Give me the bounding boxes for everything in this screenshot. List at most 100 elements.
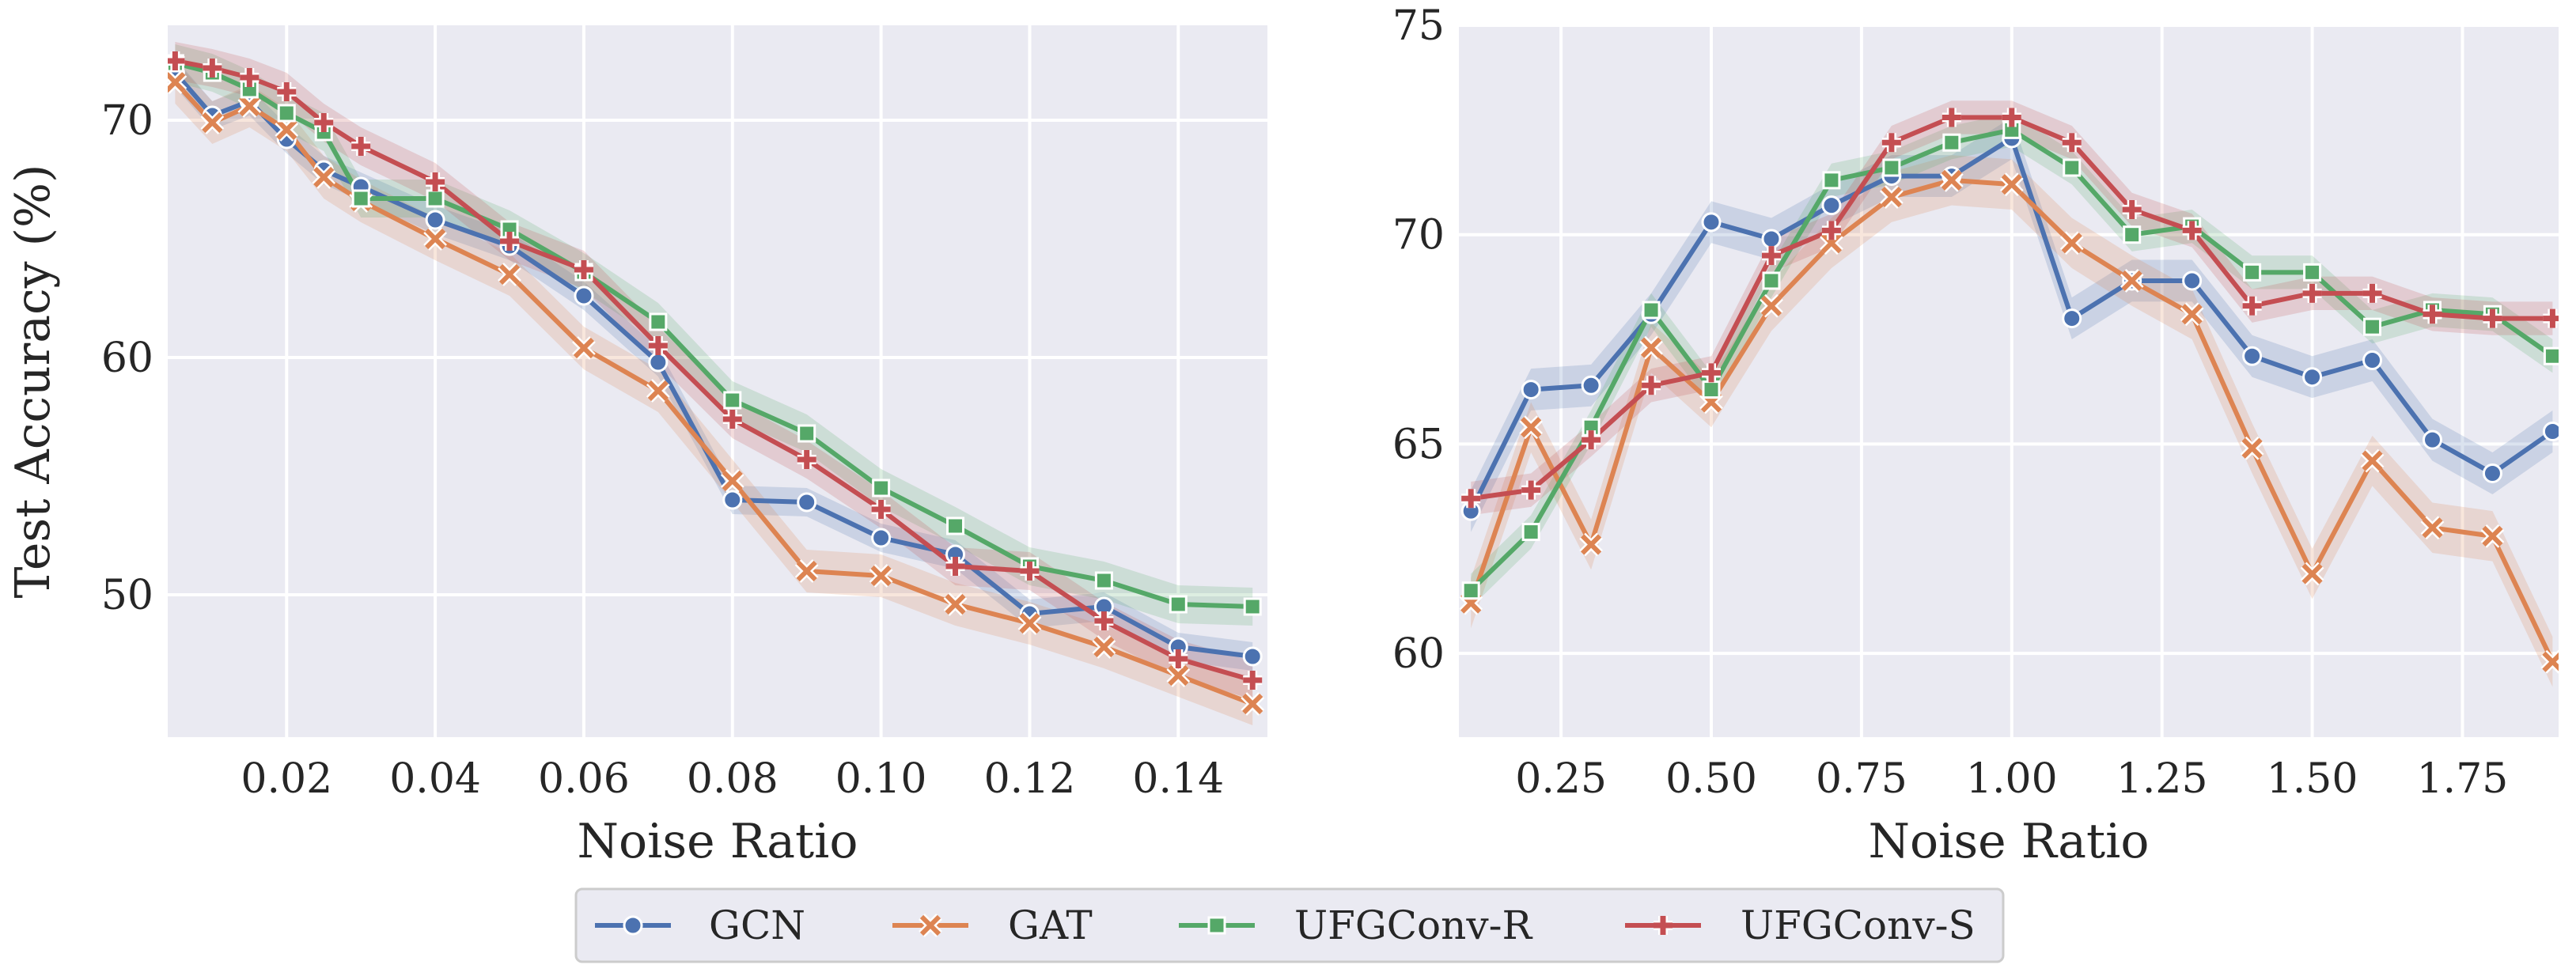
- point-1-UFGConv-R-10: [2063, 158, 2082, 177]
- point-1-UFGConv-R-11: [2123, 225, 2142, 244]
- point-1-UFGConv-R-6: [1822, 171, 1841, 190]
- point-0-UFGConv-S-3: [277, 82, 297, 101]
- point-0-UFGConv-R-11: [797, 424, 816, 443]
- point-1-UFGConv-S-2: [1582, 430, 1601, 450]
- point-1-GAT-3: [1639, 335, 1663, 360]
- point-1-GCN-1: [1521, 380, 1541, 400]
- point-1-GCN-15: [2362, 350, 2383, 371]
- point-0-UFGConv-S-6: [426, 172, 445, 191]
- legend-label-GCN: GCN: [709, 902, 805, 948]
- legend-item-UFGConv-S: UFGConv-S: [1625, 902, 1976, 948]
- point-1-GAT-6: [1820, 231, 1843, 255]
- legend-label-UFGConv-S: UFGConv-S: [1741, 902, 1976, 948]
- y-tick-label-1-1: 65: [1392, 421, 1445, 468]
- point-1-UFGConv-R-15: [2363, 317, 2382, 336]
- point-0-UFGConv-R-6: [426, 189, 445, 208]
- point-1-UFGConv-R-18: [2543, 346, 2559, 365]
- point-1-GCN-16: [2422, 429, 2442, 450]
- point-1-GAT-13: [2240, 436, 2264, 460]
- legend-marker-GAT: [919, 914, 942, 937]
- x-tick-label-1-6: 1.75: [2417, 755, 2509, 803]
- point-0-UFGConv-R-13: [946, 516, 965, 535]
- x-axis-label-0: Noise Ratio: [578, 814, 858, 869]
- point-0-UFGConv-S-10: [722, 410, 742, 429]
- x-tick-label-0-2: 0.06: [538, 755, 630, 803]
- x-tick-label-0-3: 0.08: [687, 755, 778, 803]
- point-0-UFGConv-S-13: [945, 557, 965, 576]
- point-0-GCN-11: [797, 492, 817, 513]
- point-1-UFGConv-S-0: [1461, 489, 1481, 509]
- x-tick-label-0-5: 0.12: [984, 755, 1076, 803]
- point-1-GAT-14: [2300, 562, 2324, 586]
- point-0-GAT-6: [423, 227, 447, 251]
- point-1-UFGConv-S-10: [2062, 133, 2082, 153]
- point-0-UFGConv-S-12: [871, 500, 891, 519]
- point-1-GAT-17: [2480, 524, 2505, 548]
- point-0-UFGConv-S-4: [314, 113, 334, 132]
- point-1-GCN-17: [2482, 463, 2502, 483]
- x-tick-label-0-0: 0.02: [241, 755, 332, 803]
- point-1-GAT-7: [1880, 185, 1904, 209]
- legend-item-UFGConv-R: UFGConv-R: [1179, 902, 1532, 948]
- point-1-GCN-5: [1761, 229, 1782, 249]
- point-0-UFGConv-R-5: [351, 189, 370, 208]
- point-0-GAT-11: [794, 559, 819, 583]
- y-tick-label-0-2: 70: [101, 97, 153, 145]
- x-tick-label-1-0: 0.25: [1515, 755, 1607, 803]
- y-axis-label-0: Test Accuracy (%): [6, 165, 61, 599]
- point-0-GCN-6: [425, 210, 445, 230]
- legend-item-GAT: GAT: [892, 902, 1093, 948]
- point-0-GCN-12: [871, 528, 892, 548]
- point-0-GAT-0: [168, 70, 188, 94]
- point-1-GAT-18: [2540, 649, 2559, 674]
- point-1-UFGConv-S-18: [2543, 308, 2559, 328]
- y-tick-label-1-2: 70: [1392, 212, 1445, 259]
- x-tick-label-1-1: 0.50: [1665, 755, 1757, 803]
- point-1-GAT-10: [2059, 231, 2084, 255]
- point-0-GCN-17: [1242, 646, 1263, 667]
- point-1-UFGConv-S-11: [2122, 199, 2142, 219]
- point-1-GCN-12: [2182, 270, 2203, 291]
- point-1-UFGConv-S-7: [1881, 133, 1901, 153]
- point-0-UFGConv-S-14: [1020, 562, 1040, 581]
- point-1-GAT-1: [1519, 415, 1544, 440]
- point-1-GCN-4: [1701, 212, 1722, 233]
- point-0-UFGConv-R-15: [1094, 571, 1113, 590]
- legend: GCN GAT UFGConv-R UFGConv-S: [574, 887, 2005, 963]
- point-0-GAT-17: [1241, 692, 1265, 716]
- band-1-GCN: [1471, 117, 2553, 532]
- point-1-GCN-14: [2302, 367, 2323, 388]
- point-0-UFGConv-R-10: [723, 391, 742, 410]
- point-0-UFGConv-R-16: [1169, 595, 1188, 614]
- x-tick-label-0-6: 0.14: [1132, 755, 1224, 803]
- point-1-UFGConv-S-8: [1941, 108, 1961, 127]
- point-1-GCN-10: [2062, 308, 2082, 329]
- point-0-GAT-16: [1166, 664, 1191, 687]
- point-0-UFGConv-S-2: [240, 68, 259, 87]
- point-1-UFGConv-S-15: [2362, 283, 2382, 303]
- point-0-UFGConv-S-8: [574, 260, 593, 279]
- point-1-UFGConv-S-5: [1761, 246, 1781, 266]
- point-0-GAT-2: [237, 94, 262, 118]
- point-0-UFGConv-S-17: [1243, 671, 1263, 690]
- point-0-UFGConv-S-0: [168, 51, 185, 70]
- plot-content-0: [168, 42, 1265, 725]
- point-0-UFGConv-S-7: [500, 232, 520, 251]
- point-0-GAT-9: [646, 379, 670, 403]
- point-1-UFGConv-S-4: [1702, 363, 1722, 383]
- point-1-GAT-15: [2360, 448, 2385, 473]
- legend-marker-UFGConv-R: [1207, 916, 1226, 935]
- x-tick-label-1-4: 1.25: [2116, 755, 2208, 803]
- point-0-GAT-13: [943, 592, 968, 616]
- plot-content-1: [1459, 100, 2559, 687]
- x-tick-label-1-2: 0.75: [1816, 755, 1907, 803]
- point-1-UFGConv-S-12: [2182, 221, 2202, 240]
- point-1-UFGConv-S-6: [1821, 221, 1841, 240]
- point-1-UFGConv-S-9: [2002, 108, 2021, 127]
- point-0-UFGConv-S-5: [351, 137, 371, 156]
- point-0-GCN-10: [722, 490, 743, 510]
- band-0-UFGConv-S: [175, 42, 1253, 699]
- x-tick-label-1-5: 1.50: [2267, 755, 2358, 803]
- band-0-GCN: [175, 59, 1253, 671]
- band-1-UFGConv-S: [1471, 100, 2553, 516]
